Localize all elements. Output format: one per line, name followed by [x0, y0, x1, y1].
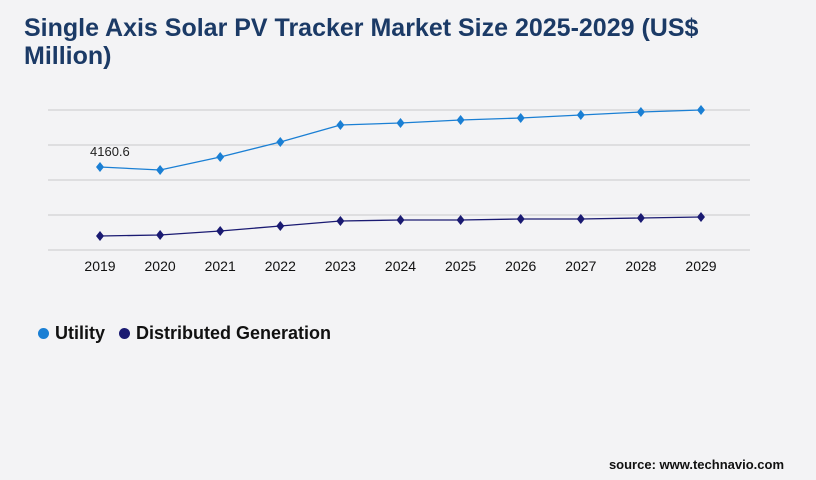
x-tick-label: 2021: [205, 258, 236, 274]
legend-label: Utility: [55, 323, 106, 343]
x-tick-label: 2029: [685, 258, 716, 274]
x-tick-label: 2024: [385, 258, 416, 274]
data-point: [456, 114, 465, 125]
data-point: [156, 229, 165, 240]
x-tick-label: 2025: [445, 258, 476, 274]
data-point: [697, 105, 705, 115]
data-point: [156, 165, 165, 176]
utility-marker-icon: [38, 328, 49, 339]
data-point: [396, 214, 405, 225]
legend-item-distributed-generation[interactable]: Distributed Generation: [119, 323, 331, 344]
x-tick-label: 2026: [505, 258, 536, 274]
legend-item-utility[interactable]: Utility: [38, 323, 105, 344]
data-point: [516, 213, 525, 224]
data-point: [276, 221, 285, 232]
data-point: [216, 226, 225, 237]
data-point: [96, 230, 104, 241]
data-point: [216, 151, 225, 162]
data-point: [456, 214, 465, 225]
x-tick-label: 2022: [265, 258, 296, 274]
data-point: [697, 212, 705, 223]
legend: Utility Distributed Generation: [38, 323, 331, 344]
data-point: [336, 120, 345, 131]
distributed-generation-marker-icon: [119, 328, 131, 339]
data-point: [276, 136, 285, 147]
data-point: [516, 112, 525, 123]
chart-title: Single Axis Solar PV Tracker Market Size…: [24, 14, 699, 70]
data-point: [576, 213, 585, 224]
data-point: [336, 215, 345, 226]
data-point: [96, 162, 104, 173]
x-tick-label: 2023: [325, 258, 356, 274]
data-point: [576, 109, 585, 120]
data-point: [636, 106, 645, 117]
legend-label: Distributed Generation: [136, 323, 332, 343]
data-label: 4160.6: [90, 144, 130, 159]
data-point: [636, 213, 645, 224]
x-tick-label: 2028: [625, 258, 656, 274]
x-tick-label: 2027: [565, 258, 596, 274]
x-tick-label: 2020: [145, 258, 176, 274]
x-tick-label: 2019: [84, 258, 115, 274]
data-point: [396, 117, 405, 128]
source-text: source: www.technavio.com: [608, 457, 784, 472]
